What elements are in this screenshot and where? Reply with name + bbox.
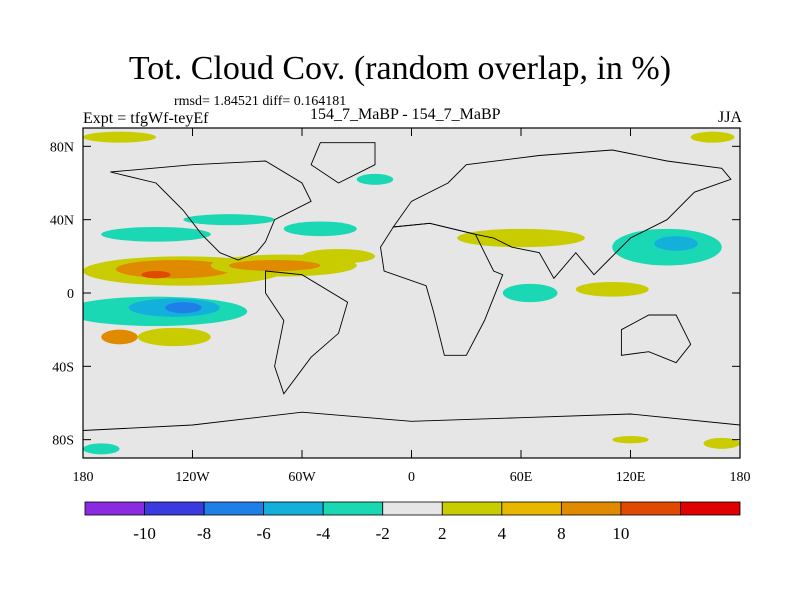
season-label: JJA <box>717 109 742 126</box>
contour-region <box>229 260 321 271</box>
coastline <box>392 149 732 280</box>
colorbar-swatch <box>680 501 741 516</box>
contour-region <box>183 214 275 226</box>
colorbar: -10 -8 -6 -4 -2 2 4 8 10 <box>84 501 741 543</box>
x-tick-label: 120E <box>616 470 646 485</box>
contour-region <box>141 271 171 279</box>
colorbar-label: -2 <box>376 524 390 543</box>
colorbar-swatch <box>84 501 145 516</box>
contour-region <box>165 302 202 314</box>
contour-region <box>83 131 156 143</box>
contour-region <box>101 329 138 345</box>
y-tick-label: 40S <box>52 360 74 375</box>
colorbar-swatch <box>382 501 443 516</box>
contour-region <box>83 443 120 455</box>
x-axis: 180 120W 60W 0 60E 120E 180 <box>73 128 751 485</box>
experiment-label: Expt = tfgWf-teyEf <box>83 110 209 127</box>
colorbar-swatch <box>501 501 562 516</box>
coastline <box>110 160 312 261</box>
x-tick-label: 60E <box>510 470 533 485</box>
comparison-label: 154_7_MaBP - 154_7_MaBP <box>310 106 501 123</box>
colorbar-label: 4 <box>498 524 507 543</box>
colorbar-swatch <box>263 501 324 516</box>
colorbar-swatch <box>441 501 503 516</box>
colorbar-label: -8 <box>197 524 211 543</box>
y-tick-label: 80S <box>52 434 74 449</box>
coastline <box>265 270 349 395</box>
colorbar-swatch <box>203 501 265 516</box>
colorbar-swatch <box>560 501 622 516</box>
colorbar-swatch <box>620 501 681 516</box>
contour-region <box>654 236 699 251</box>
colorbar-label: -10 <box>133 524 156 543</box>
x-tick-label: 60W <box>288 470 316 485</box>
map-title: Tot. Cloud Cov. (random overlap, in %) <box>128 50 672 87</box>
y-axis: 80N 40N 0 40S 80S <box>50 140 740 449</box>
y-tick-label: 80N <box>50 140 74 155</box>
contour-region <box>612 436 649 444</box>
difference-contours <box>83 131 740 455</box>
contour-region <box>356 173 394 185</box>
y-tick-label: 40N <box>50 214 74 229</box>
contour-region <box>101 227 211 242</box>
x-tick-label: 120W <box>175 470 210 485</box>
contour-region <box>575 282 649 297</box>
coastline <box>620 314 692 364</box>
x-tick-label: 0 <box>408 470 415 485</box>
contour-region <box>502 283 558 303</box>
contour-region <box>283 221 357 237</box>
colorbar-swatch <box>322 501 384 516</box>
x-tick-label: 180 <box>73 470 94 485</box>
contour-region <box>137 327 211 347</box>
contour-region <box>457 228 585 248</box>
coastline <box>83 411 740 458</box>
rmsd-diff-stats: rmsd= 1.84521 diff= 0.164181 <box>174 94 347 109</box>
x-tick-label: 180 <box>730 470 751 485</box>
contour-region <box>690 131 735 143</box>
colorbar-label: 8 <box>557 524 566 543</box>
colorbar-swatch <box>144 501 205 516</box>
colorbar-label: 10 <box>612 524 629 543</box>
colorbar-label: 2 <box>438 524 447 543</box>
coastlines <box>83 142 740 458</box>
coastline <box>310 142 376 184</box>
contour-region <box>703 437 740 449</box>
colorbar-label: -4 <box>316 524 331 543</box>
contour-region <box>302 249 375 264</box>
colorbar-label: -6 <box>257 524 271 543</box>
y-tick-label: 0 <box>67 287 74 302</box>
